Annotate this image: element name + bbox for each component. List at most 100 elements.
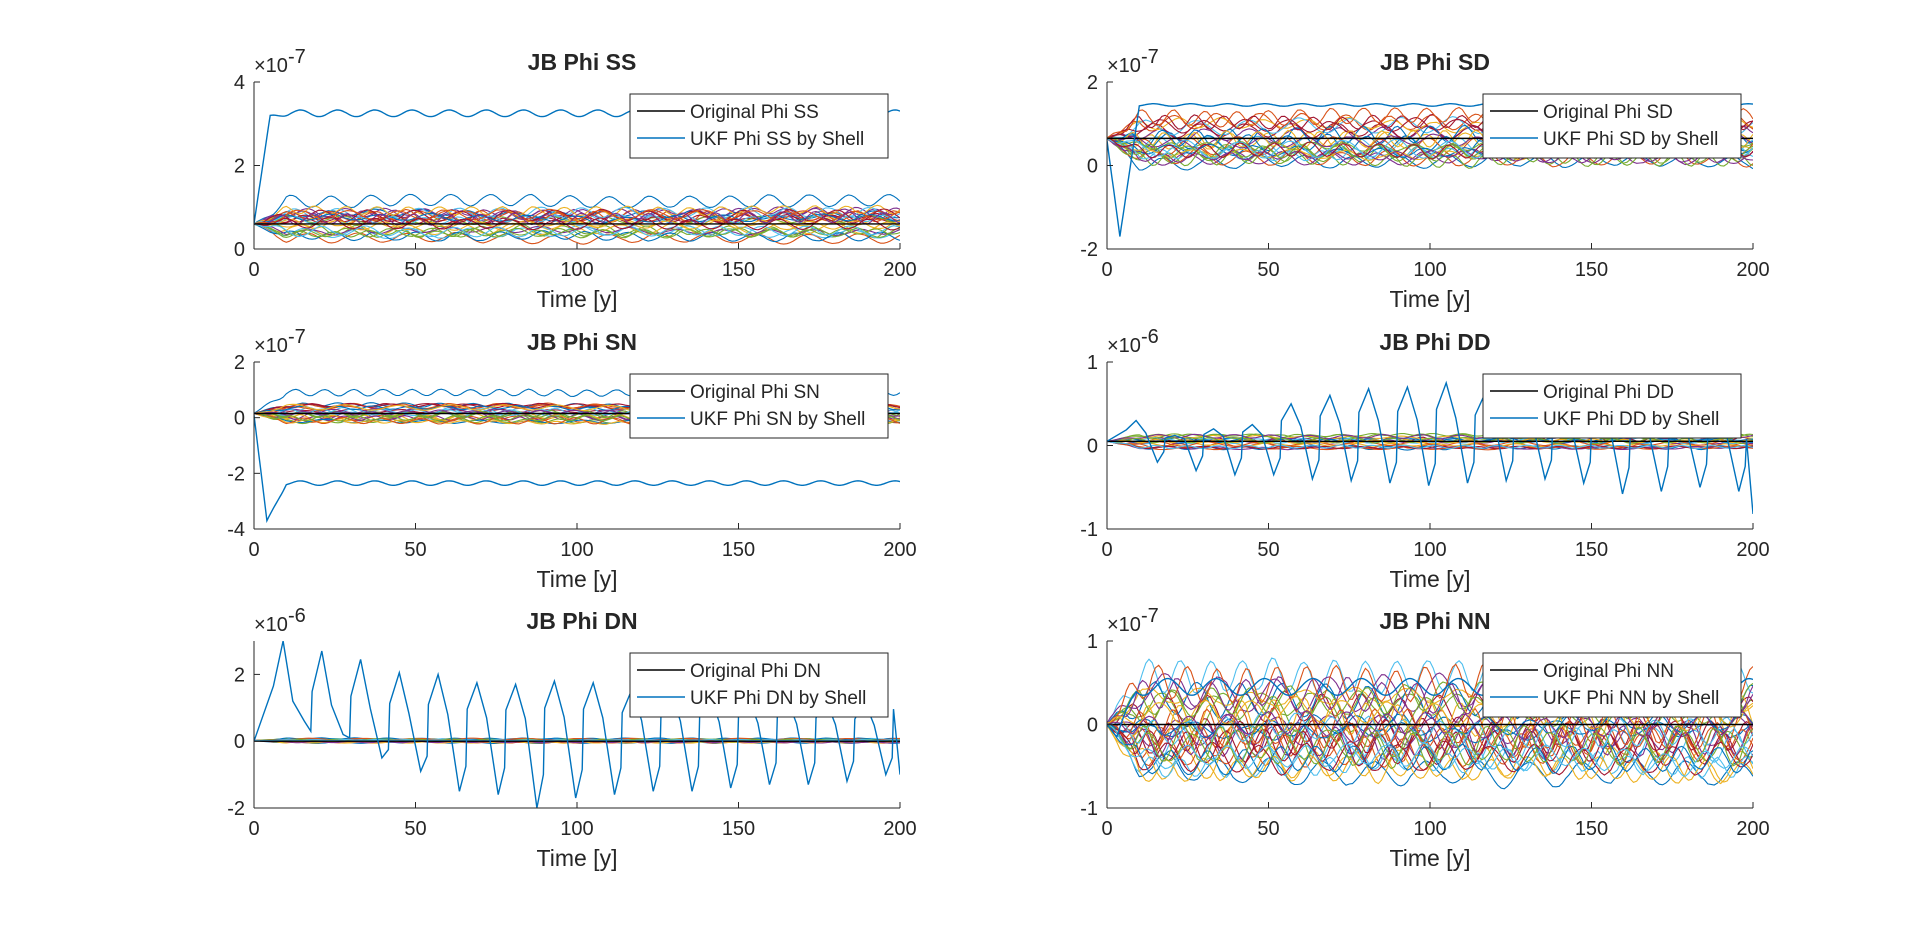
x-tick-label: 0 xyxy=(248,539,259,561)
legend-box xyxy=(629,652,889,718)
ensemble-line xyxy=(1107,436,1753,445)
x-axis-label: Time [y] xyxy=(1390,286,1471,312)
x-tick-label: 100 xyxy=(560,818,593,840)
y-tick-label: 4 xyxy=(234,72,245,94)
ensemble-line xyxy=(1107,440,1753,450)
legend-entry: UKF Phi NN by Shell xyxy=(1543,688,1719,709)
legend: Original Phi SD UKF Phi SD by Shell xyxy=(1482,93,1742,159)
x-axis-label: Time [y] xyxy=(1390,845,1471,871)
x-tick-label: 0 xyxy=(248,259,259,281)
chart-title: JB Phi DD xyxy=(1379,329,1490,355)
x-tick-label: 50 xyxy=(404,818,426,840)
legend-entry: Original Phi DN xyxy=(690,661,821,682)
ensemble-line xyxy=(254,216,900,231)
ensemble-line xyxy=(254,223,900,238)
y-tick-label: 2 xyxy=(234,352,245,374)
legend: Original Phi NN UKF Phi NN by Shell xyxy=(1482,652,1742,718)
x-tick-label: 150 xyxy=(1575,259,1608,281)
x-tick-label: 50 xyxy=(1257,539,1279,561)
x-axis-label: Time [y] xyxy=(537,286,618,312)
y-tick-label: -2 xyxy=(227,463,245,485)
x-tick-label: 150 xyxy=(1575,539,1608,561)
legend-box xyxy=(1482,652,1742,718)
ensemble-line xyxy=(254,207,900,225)
x-tick-label: 200 xyxy=(1736,259,1769,281)
y-tick-label: 2 xyxy=(1087,72,1098,94)
ensemble-line xyxy=(1107,696,1753,731)
plot-area xyxy=(254,109,900,245)
x-tick-label: 100 xyxy=(1413,259,1446,281)
y-tick-label: 2 xyxy=(234,156,245,178)
x-tick-label: 100 xyxy=(1413,818,1446,840)
ensemble-line xyxy=(1107,440,1753,447)
y-tick-label: -2 xyxy=(227,798,245,820)
x-tick-label: 200 xyxy=(883,539,916,561)
chart-title: JB Phi DN xyxy=(526,608,637,634)
x-tick-label: 50 xyxy=(1257,818,1279,840)
legend-entry: Original Phi DD xyxy=(1543,382,1674,403)
y-tick-label: -4 xyxy=(227,519,245,541)
legend: Original Phi DN UKF Phi DN by Shell xyxy=(629,652,889,718)
axis-exponent: ×10-7 xyxy=(254,46,306,77)
y-tick-label: 0 xyxy=(234,731,245,753)
axis-exponent: ×10-6 xyxy=(1107,326,1159,357)
x-tick-label: 100 xyxy=(560,259,593,281)
x-tick-label: 0 xyxy=(248,818,259,840)
legend-box xyxy=(1482,93,1742,159)
ensemble-line xyxy=(254,223,900,239)
x-tick-label: 150 xyxy=(1575,818,1608,840)
ensemble-line xyxy=(1107,724,1753,783)
plot-area xyxy=(254,641,900,808)
axis-exponent: ×10-7 xyxy=(1107,605,1159,636)
y-tick-label: 1 xyxy=(1087,631,1098,653)
legend: Original Phi SN UKF Phi SN by Shell xyxy=(629,373,889,439)
y-tick-label: 1 xyxy=(1087,352,1098,374)
ensemble-line xyxy=(1107,138,1753,164)
legend-entry: Original Phi NN xyxy=(1543,661,1674,682)
ensemble-line xyxy=(1107,723,1753,770)
x-tick-label: 200 xyxy=(1736,539,1769,561)
ukf-series-line xyxy=(254,641,900,808)
x-tick-label: 50 xyxy=(404,539,426,561)
chart-title: JB Phi NN xyxy=(1379,608,1490,634)
ensemble-line xyxy=(254,737,900,742)
ensemble-line xyxy=(254,193,900,225)
axis-exponent: ×10-7 xyxy=(254,326,306,357)
ensemble-line xyxy=(254,208,900,225)
x-tick-label: 200 xyxy=(1736,818,1769,840)
x-tick-label: 100 xyxy=(560,539,593,561)
x-tick-label: 150 xyxy=(722,818,755,840)
y-tick-label: 0 xyxy=(1087,715,1098,737)
x-tick-label: 200 xyxy=(883,818,916,840)
x-tick-label: 50 xyxy=(404,259,426,281)
legend: Original Phi SS UKF Phi SS by Shell xyxy=(629,93,889,159)
x-tick-label: 200 xyxy=(883,259,916,281)
y-tick-label: 0 xyxy=(234,239,245,261)
legend-entry: Original Phi SN xyxy=(690,382,820,403)
ukf-series-line xyxy=(1107,380,1753,515)
panel-phi-sn: 0 50 100 150 200 -4 -2 0 2 ×10-7 JB Phi SN Time [y]… xyxy=(227,326,916,592)
chart-title: JB Phi SN xyxy=(527,329,637,355)
x-axis-label: Time [y] xyxy=(537,845,618,871)
y-tick-label: 0 xyxy=(1087,156,1098,178)
legend-entry: Original Phi SS xyxy=(690,102,819,123)
legend-entry: Original Phi SD xyxy=(1543,102,1673,123)
x-tick-label: 0 xyxy=(1101,539,1112,561)
axis-exponent: ×10-6 xyxy=(254,605,306,636)
legend-box xyxy=(629,93,889,159)
x-tick-label: 0 xyxy=(1101,818,1112,840)
panel-phi-ss: 0 50 100 150 200 0 2 4 ×10-7 JB Phi SS Time [y] Ori… xyxy=(234,46,917,312)
x-axis-label: Time [y] xyxy=(537,566,618,592)
y-tick-label: 0 xyxy=(234,408,245,430)
ukf-series-line xyxy=(254,414,900,524)
chart-title: JB Phi SD xyxy=(1380,49,1490,75)
y-tick-label: 2 xyxy=(234,664,245,686)
x-axis-label: Time [y] xyxy=(1390,566,1471,592)
ensemble-line xyxy=(1107,137,1753,166)
x-tick-label: 0 xyxy=(1101,259,1112,281)
ensemble-line xyxy=(1107,440,1753,450)
ensemble-line xyxy=(1107,723,1753,776)
y-tick-label: -1 xyxy=(1080,798,1098,820)
